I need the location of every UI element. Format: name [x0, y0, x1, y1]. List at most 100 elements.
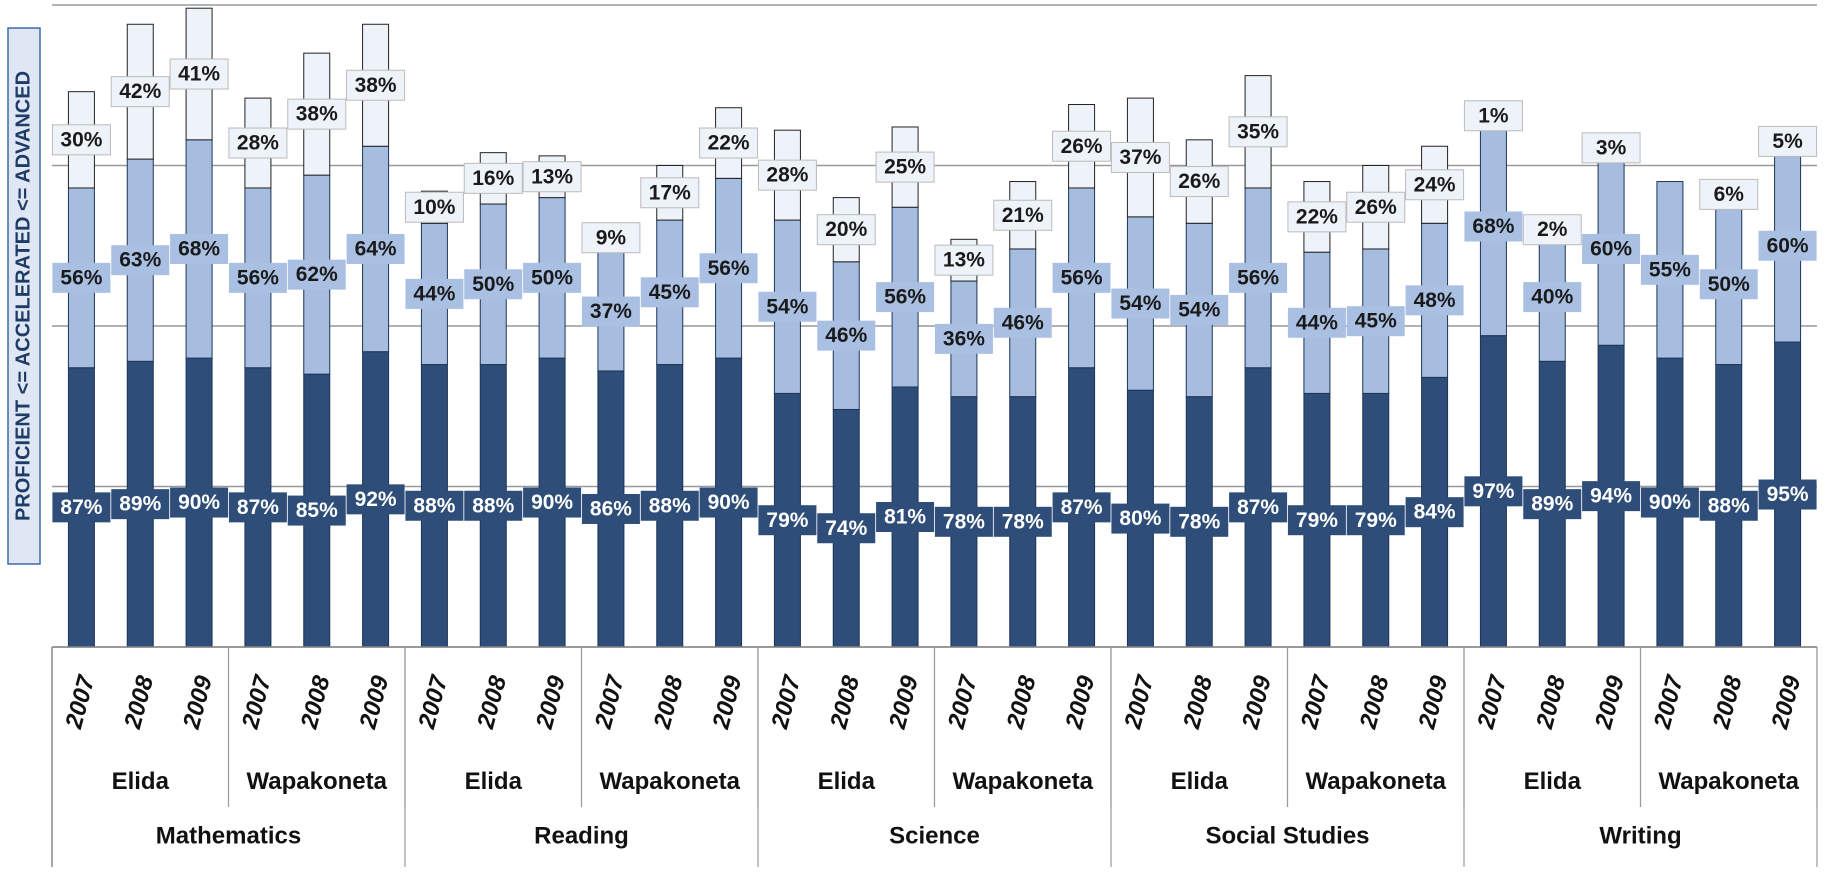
value-label: 60% [1767, 234, 1809, 257]
value-label: 54% [1178, 298, 1220, 321]
value-label-box [1169, 166, 1229, 198]
value-label: 87% [60, 496, 102, 519]
value-label: 88% [413, 494, 455, 517]
value-label-box [1287, 201, 1347, 233]
value-label: 78% [1178, 510, 1220, 533]
value-label-box [1110, 141, 1170, 173]
value-label-box [111, 245, 170, 276]
value-label: 44% [413, 282, 455, 305]
value-label: 6% [1714, 183, 1745, 206]
value-label: 88% [472, 494, 514, 517]
x-tick-label: 2008 [1531, 672, 1571, 732]
value-label-box [228, 127, 288, 159]
x-tick-label: 2007 [943, 671, 984, 732]
value-label: 44% [1296, 311, 1338, 334]
value-label-box [1463, 100, 1523, 132]
value-label-box [1111, 288, 1170, 319]
value-label-box [1229, 262, 1288, 293]
subject-label: Science [889, 822, 980, 849]
value-label: 46% [1002, 311, 1044, 334]
value-label-box [287, 259, 346, 290]
school-label: Wapakoneta [1306, 768, 1447, 795]
school-label: Elida [465, 768, 523, 795]
value-label-box [1405, 285, 1464, 316]
value-label-box [52, 492, 111, 523]
value-label: 86% [590, 498, 632, 521]
value-label: 37% [1119, 146, 1161, 169]
x-tick-label: 2008 [1707, 672, 1747, 732]
value-label: 22% [708, 132, 750, 155]
value-label: 35% [1237, 120, 1279, 143]
value-label: 90% [178, 491, 220, 514]
value-label-box [110, 76, 170, 108]
value-label-box [1170, 294, 1229, 325]
value-label-box [170, 487, 229, 518]
value-label-box [1582, 481, 1641, 512]
x-tick-label: 2009 [178, 672, 218, 732]
x-tick-label: 2009 [1060, 672, 1100, 732]
value-label-box [1170, 506, 1229, 537]
x-tick-label: 2007 [1119, 671, 1160, 732]
value-label: 56% [884, 286, 926, 309]
value-label-box [640, 490, 699, 521]
value-label-box [1699, 178, 1759, 210]
value-label: 16% [472, 167, 514, 190]
x-tick-label: 2007 [1472, 671, 1513, 732]
x-tick-label: 2009 [707, 672, 747, 732]
value-label-box [640, 277, 699, 308]
value-label-box [1758, 230, 1817, 261]
value-label-box [287, 495, 346, 526]
value-label: 84% [1414, 501, 1456, 524]
value-label: 37% [590, 300, 632, 323]
value-label-box [758, 505, 817, 536]
value-label: 95% [1767, 483, 1809, 506]
value-label-box [1758, 125, 1818, 157]
value-label-box [1228, 116, 1288, 148]
value-label: 42% [119, 80, 161, 103]
x-tick-label: 2008 [295, 672, 335, 732]
x-tick-label: 2008 [648, 672, 688, 732]
value-label-box [1287, 505, 1346, 536]
x-tick-label: 2008 [1354, 672, 1394, 732]
value-label: 55% [1649, 258, 1691, 281]
value-label: 54% [1119, 292, 1161, 315]
value-label-box [817, 513, 876, 544]
value-label-box [111, 489, 170, 520]
value-label: 40% [1531, 286, 1573, 309]
x-tick-label: 2009 [1413, 672, 1453, 732]
value-label-box [581, 296, 640, 327]
value-label: 22% [1296, 205, 1338, 228]
value-label-box [1405, 497, 1464, 528]
value-label-box [287, 98, 347, 130]
value-label: 79% [1296, 509, 1338, 532]
x-tick-label: 2008 [1001, 672, 1041, 732]
value-label-box [1640, 487, 1699, 518]
value-label-box [816, 214, 876, 246]
school-label: Wapakoneta [1659, 768, 1800, 795]
value-label-box [934, 506, 993, 537]
x-tick-label: 2009 [354, 672, 394, 732]
value-label: 68% [178, 238, 220, 261]
x-tick-label: 2007 [60, 671, 101, 732]
value-label-box [1699, 269, 1758, 300]
value-label: 10% [413, 196, 455, 219]
value-label-box [1229, 492, 1288, 523]
school-label: Elida [1524, 768, 1582, 795]
value-label: 56% [1061, 266, 1103, 289]
value-label: 48% [1414, 289, 1456, 312]
value-label-box [1287, 307, 1346, 338]
value-label-box [404, 191, 464, 223]
value-label: 21% [1002, 204, 1044, 227]
subject-label: Mathematics [156, 822, 301, 849]
value-label: 26% [1061, 135, 1103, 158]
value-label-box [876, 282, 935, 313]
subject-label: Social Studies [1205, 822, 1369, 849]
value-label-box [523, 262, 582, 293]
value-label: 45% [1355, 310, 1397, 333]
x-tick-label: 2008 [119, 672, 159, 732]
value-label: 50% [1708, 273, 1750, 296]
value-label: 90% [531, 491, 573, 514]
value-label: 89% [119, 493, 161, 516]
school-label: Wapakoneta [247, 768, 388, 795]
x-tick-label: 2009 [1766, 672, 1806, 732]
